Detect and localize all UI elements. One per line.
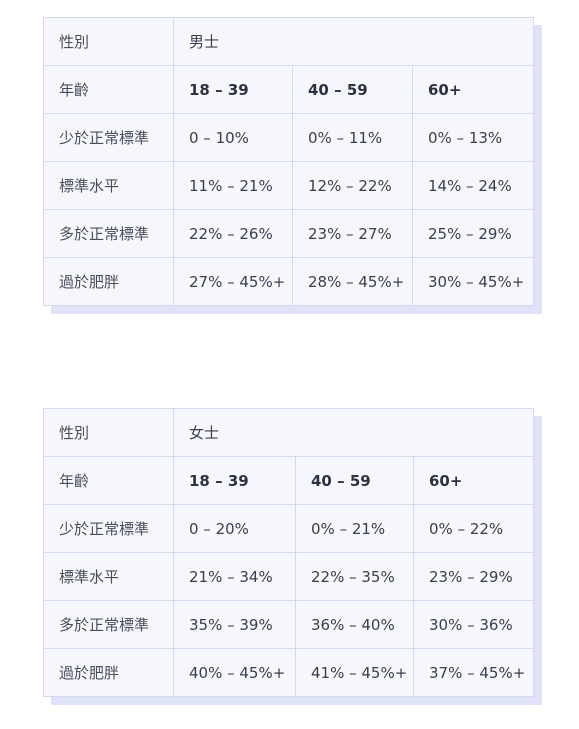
table-row: 標準水平 11% – 21% 12% – 22% 14% – 24%: [43, 161, 534, 210]
body-fat-table-women: 性別 女士 年齡 18 – 39 40 – 59 60+ 少於正常標準 0 – …: [43, 408, 542, 705]
table-cell: 11% – 21%: [173, 161, 293, 210]
table-cell: 22% – 26%: [173, 209, 293, 258]
table: 性別 女士 年齡 18 – 39 40 – 59 60+ 少於正常標準 0 – …: [43, 408, 534, 697]
age-group: 18 – 39: [173, 65, 293, 114]
gender-row: 性別 女士: [43, 408, 534, 457]
table-row: 過於肥胖 40% – 45%+ 41% – 45%+ 37% – 45%+: [43, 648, 534, 697]
age-label: 年齡: [43, 65, 174, 114]
table-cell: 21% – 34%: [173, 552, 296, 601]
table-cell: 0 – 20%: [173, 504, 296, 553]
table-cell: 0% – 22%: [413, 504, 534, 553]
gender-label: 性別: [43, 408, 174, 457]
row-label: 多於正常標準: [43, 209, 174, 258]
age-group: 40 – 59: [295, 456, 414, 505]
table-cell: 35% – 39%: [173, 600, 296, 649]
table-cell: 0% – 21%: [295, 504, 414, 553]
table-cell: 23% – 29%: [413, 552, 534, 601]
table-row: 標準水平 21% – 34% 22% – 35% 23% – 29%: [43, 552, 534, 601]
table-cell: 14% – 24%: [412, 161, 534, 210]
body-fat-table-men: 性別 男士 年齡 18 – 39 40 – 59 60+ 少於正常標準 0 – …: [43, 17, 542, 314]
table-cell: 25% – 29%: [412, 209, 534, 258]
table-cell: 28% – 45%+: [292, 257, 413, 306]
age-group: 60+: [413, 456, 534, 505]
table-cell: 12% – 22%: [292, 161, 413, 210]
age-label: 年齡: [43, 456, 174, 505]
table-cell: 37% – 45%+: [413, 648, 534, 697]
age-row: 年齡 18 – 39 40 – 59 60+: [43, 65, 534, 114]
row-label: 少於正常標準: [43, 113, 174, 162]
table-cell: 22% – 35%: [295, 552, 414, 601]
gender-row: 性別 男士: [43, 17, 534, 66]
row-label: 過於肥胖: [43, 257, 174, 306]
row-label: 少於正常標準: [43, 504, 174, 553]
gender-value: 女士: [173, 408, 534, 457]
row-label: 多於正常標準: [43, 600, 174, 649]
table-cell: 40% – 45%+: [173, 648, 296, 697]
table-cell: 30% – 45%+: [412, 257, 534, 306]
table-cell: 0% – 11%: [292, 113, 413, 162]
table-row: 多於正常標準 35% – 39% 36% – 40% 30% – 36%: [43, 600, 534, 649]
table-row: 少於正常標準 0 – 10% 0% – 11% 0% – 13%: [43, 113, 534, 162]
age-group: 18 – 39: [173, 456, 296, 505]
table-cell: 30% – 36%: [413, 600, 534, 649]
table-cell: 27% – 45%+: [173, 257, 293, 306]
age-group: 40 – 59: [292, 65, 413, 114]
age-group: 60+: [412, 65, 534, 114]
row-label: 標準水平: [43, 161, 174, 210]
row-label: 過於肥胖: [43, 648, 174, 697]
table-cell: 0 – 10%: [173, 113, 293, 162]
table-cell: 23% – 27%: [292, 209, 413, 258]
table-cell: 36% – 40%: [295, 600, 414, 649]
age-row: 年齡 18 – 39 40 – 59 60+: [43, 456, 534, 505]
table-row: 過於肥胖 27% – 45%+ 28% – 45%+ 30% – 45%+: [43, 257, 534, 306]
table-cell: 41% – 45%+: [295, 648, 414, 697]
gender-label: 性別: [43, 17, 174, 66]
table-cell: 0% – 13%: [412, 113, 534, 162]
row-label: 標準水平: [43, 552, 174, 601]
table-row: 多於正常標準 22% – 26% 23% – 27% 25% – 29%: [43, 209, 534, 258]
table-row: 少於正常標準 0 – 20% 0% – 21% 0% – 22%: [43, 504, 534, 553]
gender-value: 男士: [173, 17, 534, 66]
table: 性別 男士 年齡 18 – 39 40 – 59 60+ 少於正常標準 0 – …: [43, 17, 534, 306]
